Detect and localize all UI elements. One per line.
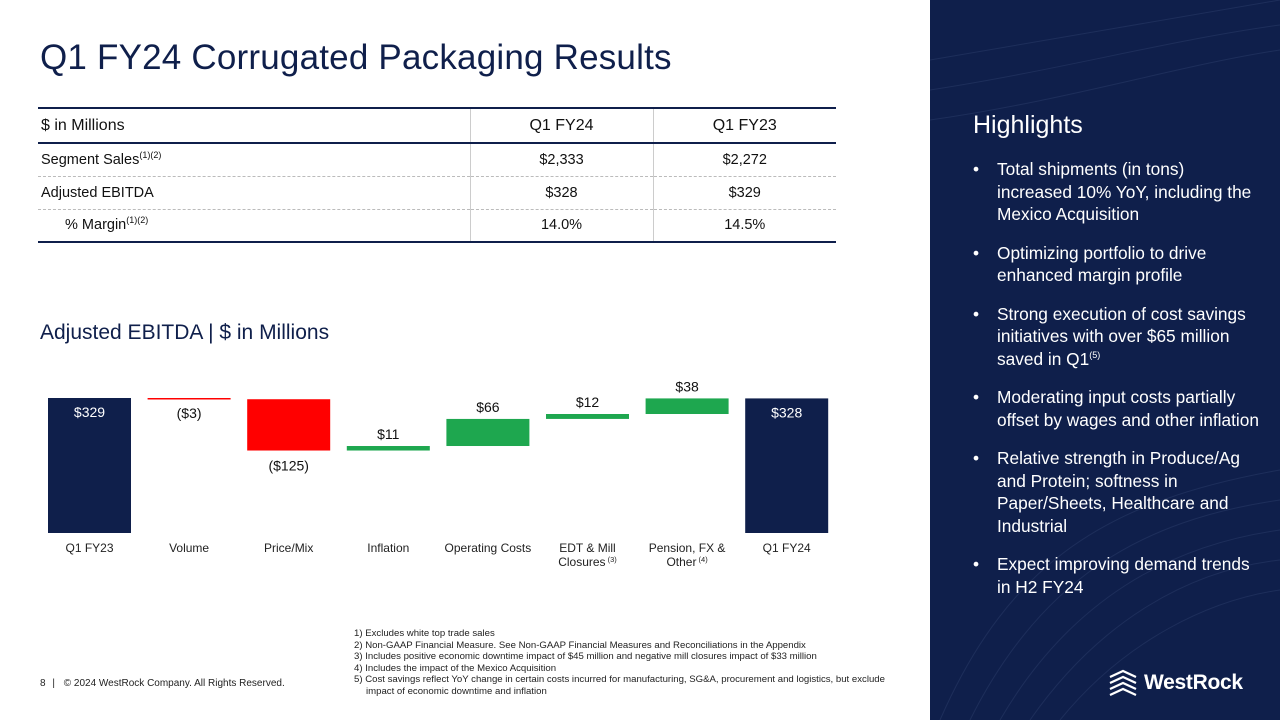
highlight-item: • Total shipments (in tons) increased 10%… — [973, 159, 1252, 225]
footnote: 5) Cost savings reflect YoY change in ce… — [354, 674, 885, 697]
bullet: • — [973, 159, 980, 179]
bullet: • — [973, 242, 980, 263]
col-header-metric: $ in Millions — [38, 107, 470, 144]
table-cell: $2,333 — [469, 143, 653, 177]
table-cell: 14.0% — [469, 209, 653, 243]
chart-bar — [346, 446, 430, 451]
table-cell: 14.5% — [652, 209, 836, 243]
footnote: 1) Excludes white top trade sales — [354, 628, 495, 639]
table-row: Adjusted EBITDA $328 $329 — [38, 176, 836, 210]
footnote: 3) Includes positive economic downtime i… — [354, 651, 817, 663]
category-label: EDT & Mill — [559, 541, 615, 555]
table-header-row: $ in Millions Q1 FY24 Q1 FY23 — [38, 107, 836, 144]
category-label: Q1 FY24 — [763, 541, 811, 555]
category-label: Pension, FX & — [649, 541, 726, 555]
chart-bar — [745, 398, 829, 533]
category-label: Inflation — [367, 541, 409, 555]
data-label: $328 — [771, 404, 802, 420]
highlights-title: Highlights — [973, 111, 1083, 139]
highlight-item: • Moderating input costs partially offset… — [973, 387, 1259, 430]
chart-bar — [546, 414, 629, 419]
data-label: ($125) — [268, 458, 308, 474]
bullet: • — [973, 387, 980, 408]
chart-bar — [247, 399, 331, 451]
page-title: Q1 FY24 Corrugated Packaging Results — [40, 38, 672, 77]
table-row: Segment Sales(1)(2) $2,333 $2,272 — [38, 143, 836, 177]
footnote: 2) Non-GAAP Financial Measure. See Non-G… — [354, 639, 806, 651]
highlight-item: • Expect improving demand trends in H2 FY… — [973, 554, 1250, 597]
table-cell: $329 — [652, 176, 836, 210]
chart-bar — [147, 398, 231, 400]
page-number: 8 — [40, 678, 46, 689]
footer: 8 | © 2024 WestRock Company. All Rights … — [40, 678, 285, 689]
chart-bar — [446, 418, 530, 447]
table-cell: $328 — [469, 176, 653, 210]
highlights-list: • Total shipments (in tons) increased 10%… — [973, 158, 1263, 614]
row-label: % Margin(1)(2) — [38, 209, 470, 243]
col-header-q1fy24: Q1 FY24 — [469, 107, 653, 144]
category-label: Operating Costs — [445, 541, 532, 555]
results-table: $ in Millions Q1 FY24 Q1 FY23 Segment Sa… — [38, 107, 836, 243]
chart-bar — [48, 398, 131, 533]
data-label: $11 — [377, 426, 400, 442]
highlights-panel: Highlights • Total shipments (in tons) in… — [930, 0, 1280, 720]
logo-wordmark: WestRock — [1144, 671, 1243, 694]
data-label: $12 — [576, 394, 600, 410]
westrock-logo-icon — [1109, 669, 1137, 696]
col-header-q1fy23: Q1 FY23 — [652, 107, 836, 144]
copyright: © 2024 WestRock Company. All Rights Rese… — [63, 678, 285, 689]
data-label: ($3) — [177, 405, 202, 421]
chart-bar — [645, 398, 729, 415]
bullet: • — [973, 554, 980, 575]
data-label: $329 — [74, 404, 105, 420]
footer-divider: | — [52, 678, 55, 689]
highlight-item: • Strong execution of cost savings initia… — [973, 303, 1246, 369]
category-label: Price/Mix — [264, 541, 313, 555]
decorative-lines — [930, 0, 1280, 720]
category-label: Other (4) — [666, 555, 708, 569]
bullet: • — [973, 303, 980, 324]
footnote: 4) Includes the impact of the Mexico Acq… — [354, 662, 557, 674]
row-label: Segment Sales(1)(2) — [38, 143, 470, 177]
chart-title: Adjusted EBITDA | $ in Millions — [40, 321, 330, 344]
category-label: Closures (3) — [558, 555, 617, 569]
footnotes: 1) Excludes white top trade sales 2) Non… — [354, 628, 894, 698]
bullet: • — [973, 448, 980, 469]
category-label: Volume — [169, 541, 209, 555]
highlight-item: • Optimizing portfolio to drive enhanced … — [973, 242, 1207, 286]
table-cell: $2,272 — [652, 143, 836, 177]
category-label: Q1 FY23 — [65, 541, 113, 555]
table-row: % Margin(1)(2) 14.0% 14.5% — [38, 209, 836, 243]
ebitda-waterfall-chart: $329 Q1 FY23 ($3) Volume ($125) Price/Mix $11 I… — [48, 378, 829, 569]
westrock-logo: WestRock — [1108, 669, 1243, 697]
data-label: $66 — [476, 399, 500, 415]
data-label: $38 — [675, 378, 699, 394]
row-label: Adjusted EBITDA — [38, 176, 470, 210]
highlight-item: • Relative strength in Produce/Ag and Pro… — [973, 448, 1241, 536]
